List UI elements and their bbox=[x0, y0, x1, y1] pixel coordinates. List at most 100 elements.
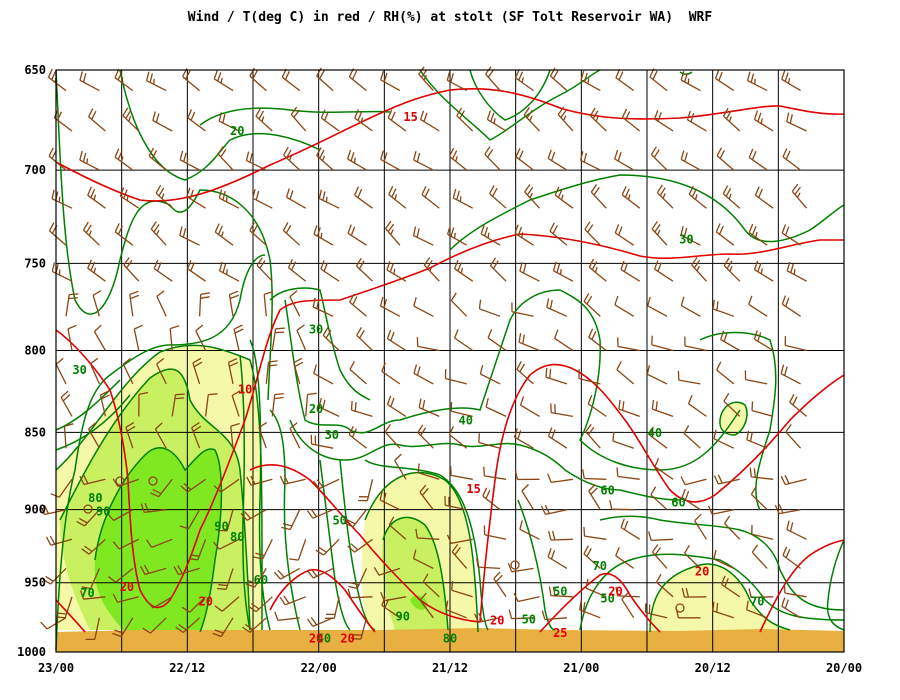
wind-barb bbox=[750, 486, 768, 511]
y-tick-label: 950 bbox=[24, 576, 46, 590]
wind-barb bbox=[386, 260, 407, 282]
x-tick-label: 20/12 bbox=[695, 661, 731, 675]
wind-barb bbox=[451, 580, 473, 598]
wind-barb bbox=[188, 539, 207, 561]
temperature-contour-line bbox=[759, 539, 845, 633]
wind-barb bbox=[346, 149, 367, 171]
wind-barb bbox=[153, 259, 173, 282]
wind-barb bbox=[169, 325, 180, 351]
wind-barb bbox=[60, 390, 73, 417]
wind-barb bbox=[614, 295, 635, 317]
wind-barb bbox=[691, 257, 707, 282]
temperature-contour-label: 20 bbox=[695, 565, 709, 579]
wind-barb bbox=[519, 262, 540, 282]
rh-contour-label: 80 bbox=[443, 632, 457, 646]
wind-barb bbox=[507, 562, 534, 573]
wind-barb bbox=[248, 596, 273, 613]
wind-barb bbox=[651, 221, 668, 246]
wind-barb bbox=[578, 369, 601, 385]
wind-barb bbox=[720, 575, 741, 598]
temperature-contour-line bbox=[479, 363, 845, 623]
wind-barb bbox=[448, 426, 468, 449]
wind-barb bbox=[620, 518, 641, 540]
rh-contour-label: 90 bbox=[395, 610, 409, 624]
calm-wind-marker bbox=[510, 560, 520, 570]
rh-contour-label: 60 bbox=[254, 573, 268, 587]
wind-barb bbox=[547, 149, 568, 171]
wind-barb bbox=[687, 394, 707, 417]
wind-barb bbox=[76, 509, 100, 527]
wind-barb bbox=[154, 422, 167, 449]
wind-barb bbox=[688, 185, 707, 209]
wind-barb bbox=[50, 478, 73, 498]
rh-contour-line bbox=[364, 471, 479, 633]
wind-barb bbox=[191, 422, 202, 449]
wind-barb bbox=[616, 467, 640, 480]
wind-barb bbox=[152, 111, 173, 132]
wind-barb bbox=[213, 478, 240, 493]
wind-barb bbox=[325, 596, 340, 619]
rh-contour-label: 50 bbox=[332, 514, 346, 528]
wind-barb bbox=[546, 298, 568, 317]
wind-barb bbox=[129, 290, 140, 317]
wind-barb bbox=[351, 617, 368, 640]
wind-barb bbox=[156, 357, 167, 385]
wind-barb bbox=[290, 106, 307, 132]
wind-barb bbox=[279, 595, 306, 606]
wind-barb bbox=[296, 324, 307, 351]
wind-barb bbox=[212, 617, 234, 638]
rh-contour-label: 80 bbox=[88, 491, 102, 505]
x-tick-label: 20/00 bbox=[826, 661, 862, 675]
wind-barb bbox=[456, 107, 474, 132]
wind-barb bbox=[617, 337, 640, 352]
wind-barb bbox=[585, 578, 607, 598]
wind-barb bbox=[281, 509, 301, 531]
rh-80-fill bbox=[382, 517, 448, 630]
wind-barb bbox=[680, 476, 707, 486]
wind-barb bbox=[88, 422, 100, 449]
wind-barb bbox=[313, 478, 340, 490]
rh-contour-line bbox=[826, 539, 845, 631]
wind-barb bbox=[279, 474, 306, 485]
wind-barb bbox=[289, 422, 301, 449]
wind-barb bbox=[418, 398, 440, 417]
wind-barb bbox=[271, 327, 285, 351]
rh-contour-label: 50 bbox=[522, 612, 536, 626]
temperature-contour-label: 20 bbox=[120, 580, 134, 594]
rh-contour-line bbox=[469, 69, 551, 121]
wind-barb bbox=[246, 475, 273, 486]
wind-barb bbox=[722, 185, 741, 209]
temperature-contour-line bbox=[55, 233, 844, 609]
wind-barb bbox=[125, 422, 136, 449]
wind-barb bbox=[249, 67, 267, 92]
wind-barb bbox=[557, 106, 574, 132]
wind-barb bbox=[350, 400, 373, 418]
wind-barb bbox=[549, 222, 568, 246]
wind-barb bbox=[282, 222, 301, 246]
temperature-contour-label: 15 bbox=[403, 110, 417, 124]
wind-barb bbox=[452, 188, 474, 209]
wind-barb bbox=[554, 186, 574, 209]
wind-barb bbox=[753, 330, 774, 352]
wind-barb bbox=[114, 148, 134, 171]
wind-barb bbox=[186, 259, 206, 282]
wind-barb bbox=[348, 426, 367, 449]
wind-barb bbox=[789, 393, 808, 417]
wind-barb bbox=[782, 148, 801, 171]
wind-barb bbox=[381, 362, 401, 385]
wind-barb bbox=[419, 592, 434, 619]
rh-contour-label: 30 bbox=[309, 323, 323, 337]
wind-barb bbox=[680, 296, 701, 317]
wind-barb bbox=[87, 259, 106, 282]
wind-barb bbox=[388, 185, 407, 209]
wind-barb bbox=[263, 290, 274, 317]
rh-contour-line bbox=[199, 107, 391, 126]
rh-contour-label: 90 bbox=[96, 505, 110, 519]
wind-barb bbox=[723, 257, 741, 282]
wind-barb bbox=[423, 257, 440, 282]
wind-barb bbox=[540, 504, 568, 516]
y-tick-label: 1000 bbox=[17, 645, 46, 659]
rh-90-fill bbox=[94, 447, 222, 632]
wind-barb bbox=[349, 360, 367, 385]
wind-barb bbox=[791, 183, 808, 209]
